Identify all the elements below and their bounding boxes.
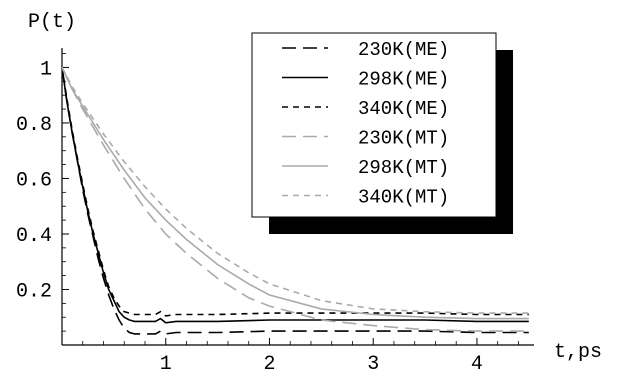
- legend-label: 340K(MT): [358, 187, 449, 209]
- series-line-2: [61, 67, 529, 324]
- y-tick-label: 0.4: [16, 225, 52, 248]
- axes: [61, 48, 534, 346]
- legend-label: 230K(MT): [358, 128, 449, 150]
- series-line-3: [61, 67, 529, 317]
- y-tick-label: 0.2: [16, 280, 52, 303]
- x-tick-label: 1: [160, 353, 172, 370]
- legend-label: 230K(ME): [358, 39, 449, 61]
- legend-label: 298K(MT): [358, 157, 449, 179]
- legend-label: 340K(ME): [358, 98, 449, 120]
- series-layer: [61, 67, 529, 335]
- y-tick-label: 1: [40, 58, 52, 81]
- x-tick-label: 4: [471, 353, 483, 370]
- x-axis-label: t,ps: [554, 341, 602, 364]
- y-tick-label: 0.8: [16, 114, 52, 137]
- legend-label: 298K(ME): [358, 69, 449, 91]
- tick-labels: 1 2 3 4 0.2 0.4 0.6 0.8 1: [16, 58, 483, 370]
- series-line-4: [61, 67, 529, 332]
- legend: 230K(ME) 298K(ME) 340K(ME) 230K(MT) 298K(MT)…: [251, 32, 513, 234]
- x-tick-label: 3: [367, 353, 379, 370]
- x-tick-label: 2: [263, 353, 275, 370]
- y-tick-label: 0.6: [16, 169, 52, 192]
- y-axis-label: P(t): [28, 11, 76, 34]
- series-line-5: [61, 67, 529, 320]
- legend-box: [251, 32, 497, 218]
- series-line-6: [61, 67, 529, 314]
